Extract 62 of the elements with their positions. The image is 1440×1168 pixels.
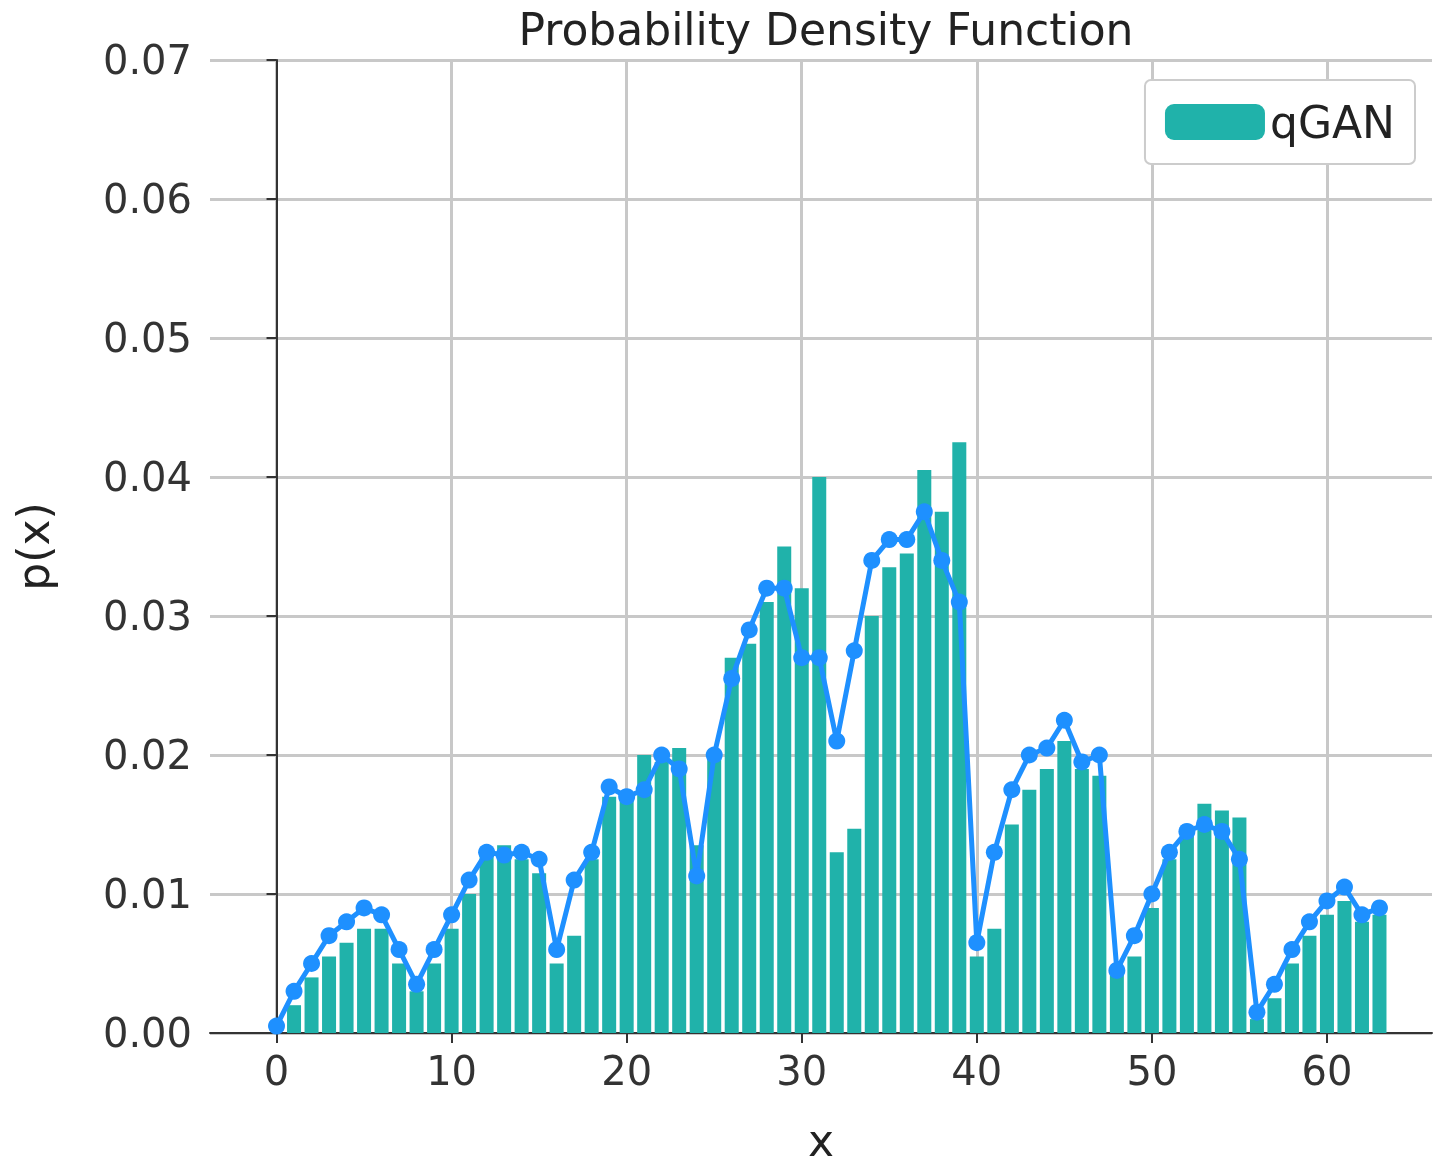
bar <box>1092 775 1107 1033</box>
bar <box>427 963 442 1033</box>
bar <box>322 956 337 1033</box>
bar <box>1144 907 1159 1033</box>
bar <box>444 928 459 1033</box>
x-axis-title: x <box>807 1114 835 1166</box>
y-tick-label: 0.00 <box>102 1010 192 1056</box>
x-tick-label: 60 <box>1301 1048 1353 1094</box>
y-tick-label: 0.01 <box>102 871 192 917</box>
bar <box>1057 741 1072 1033</box>
bar <box>934 511 949 1033</box>
bar <box>1319 914 1334 1033</box>
bar <box>1284 963 1299 1033</box>
bar <box>637 755 652 1033</box>
bar <box>462 894 477 1033</box>
y-tick-label: 0.07 <box>102 37 192 83</box>
bar <box>1302 935 1317 1033</box>
bar <box>917 470 932 1033</box>
y-tick-label: 0.06 <box>102 176 192 222</box>
bar <box>829 852 844 1033</box>
bar <box>1039 768 1054 1033</box>
x-tick-label: 10 <box>426 1048 478 1094</box>
bar <box>1197 803 1212 1033</box>
bar <box>1004 824 1019 1033</box>
x-tick-label: 20 <box>601 1048 653 1094</box>
y-tick-label: 0.03 <box>102 593 192 639</box>
bar <box>882 567 897 1033</box>
bar <box>1337 900 1352 1033</box>
bar <box>812 477 827 1033</box>
bar <box>392 963 407 1033</box>
bar <box>532 873 547 1033</box>
x-tick-label: 40 <box>951 1048 1003 1094</box>
x-tick-label: 30 <box>776 1048 828 1094</box>
chart-title: Probability Density Function <box>518 3 1134 55</box>
bar <box>864 616 879 1033</box>
bar <box>357 928 372 1033</box>
bar <box>339 942 354 1033</box>
y-tick-label: 0.02 <box>102 732 192 778</box>
bar <box>672 748 687 1033</box>
y-tick-label: 0.05 <box>102 315 192 361</box>
bar <box>777 546 792 1033</box>
bar <box>987 928 1002 1033</box>
bar <box>549 963 564 1033</box>
bar <box>374 928 389 1033</box>
bar <box>899 553 914 1033</box>
bar <box>794 588 809 1033</box>
legend-label: qGAN <box>1269 96 1396 148</box>
bar <box>1022 789 1037 1033</box>
bar <box>742 643 757 1033</box>
bar <box>304 977 319 1033</box>
x-tick-label: 50 <box>1126 1048 1178 1094</box>
bar <box>724 657 739 1033</box>
bar <box>759 602 774 1033</box>
y-axis-title: p(x) <box>7 502 59 591</box>
bar <box>969 956 984 1033</box>
bar <box>1127 956 1142 1033</box>
x-tick-label: 0 <box>263 1048 290 1094</box>
bar <box>1214 810 1229 1033</box>
bar <box>847 828 862 1033</box>
bar <box>497 845 512 1033</box>
y-tick-label: 0.04 <box>102 454 192 500</box>
bar <box>567 935 582 1033</box>
